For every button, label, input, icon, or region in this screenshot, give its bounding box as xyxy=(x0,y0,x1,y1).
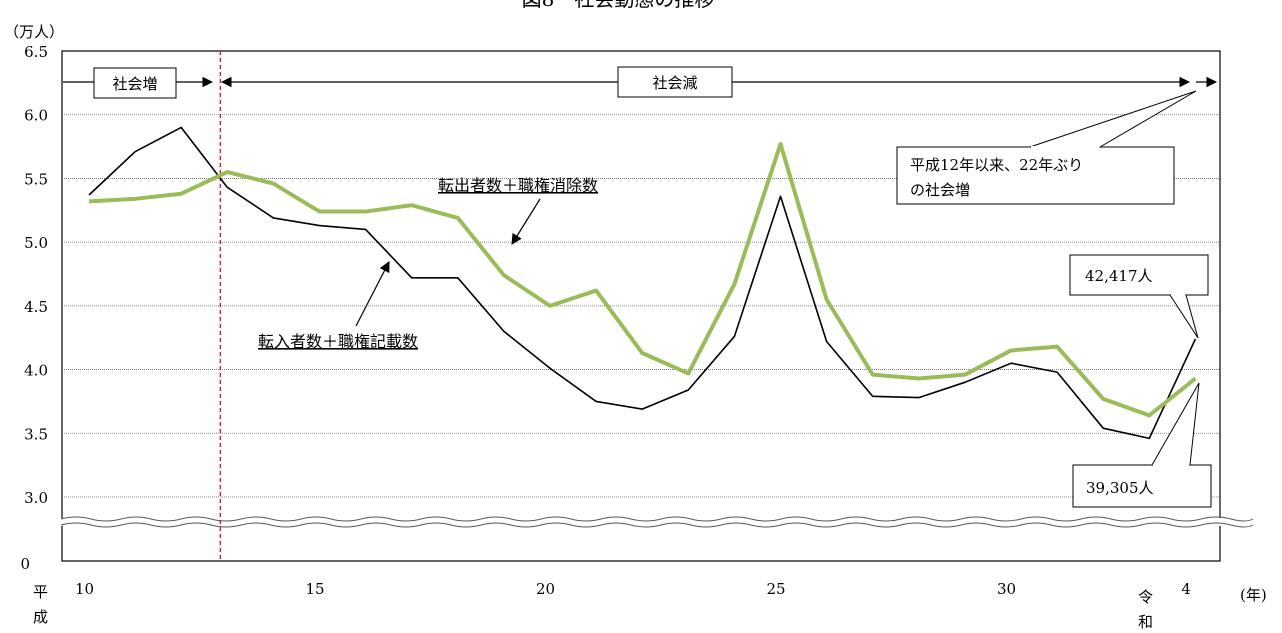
era-reiwa-label: 令 和 xyxy=(1138,588,1158,631)
axis-break xyxy=(60,516,1254,528)
social-decrease-label: 社会減 xyxy=(652,74,697,92)
y-tick-label: 4.5 xyxy=(24,298,48,316)
y-tick-zero: 0 xyxy=(20,555,30,573)
series-in-label: 転入者数＋職権記載数 xyxy=(258,332,418,351)
y-tick-label: 3.0 xyxy=(24,489,48,507)
social-decrease-arrow: 社会減 xyxy=(220,66,1218,98)
x-tick-label: 10 xyxy=(75,580,94,598)
x-tick-label: 25 xyxy=(767,580,786,598)
y-axis: 6.5 6.0 5.5 5.0 4.5 4.0 3.5 3.0 xyxy=(24,43,48,507)
x-axis-unit: (年) xyxy=(1240,586,1267,604)
note-callout: 平成12年以来、22年ぶり の社会増 xyxy=(896,90,1197,205)
era-heisei-label: 平 成 xyxy=(33,583,53,626)
series-out-line xyxy=(88,142,1197,418)
y-tick-label: 3.5 xyxy=(24,425,48,443)
x-tick-label: 30 xyxy=(997,580,1016,598)
era-reiwa-char-1: 令 xyxy=(1138,588,1153,606)
x-tick-label: 15 xyxy=(306,580,325,598)
social-increase-label: 社会増 xyxy=(112,75,157,93)
y-tick-label: 5.5 xyxy=(24,170,48,188)
x-tick-label: 4 xyxy=(1181,580,1191,598)
x-tick-label: 20 xyxy=(536,580,555,598)
y-tick-label: 6.5 xyxy=(24,43,48,61)
end-value-in-label: 42,417人 xyxy=(1085,267,1153,285)
y-tick-label: 4.0 xyxy=(24,362,48,380)
series-in-line xyxy=(88,126,1197,440)
y-axis-unit: （万人） xyxy=(4,23,64,41)
social-increase-arrow: 社会増 xyxy=(63,67,214,99)
chart-title: 図8 社会動態の推移 xyxy=(522,0,715,11)
era-reiwa-char-2: 和 xyxy=(1138,613,1153,631)
series-out-label: 転出者数＋職権消除数 xyxy=(438,176,598,195)
series-group xyxy=(88,126,1197,440)
series-out-label-group: 転出者数＋職権消除数 xyxy=(438,176,598,245)
x-axis: 10 15 20 25 30 4 xyxy=(75,580,1191,598)
era-heisei-char-1: 平 xyxy=(33,583,48,601)
note-line-1: 平成12年以来、22年ぶり xyxy=(910,156,1083,174)
end-value-out-label: 39,305人 xyxy=(1086,479,1154,497)
series-in-label-group: 転入者数＋職権記載数 xyxy=(258,261,418,351)
y-tick-label: 5.0 xyxy=(24,234,48,252)
note-line-2: の社会増 xyxy=(910,181,970,199)
end-value-in-callout: 42,417人 xyxy=(1069,254,1209,339)
y-tick-label: 6.0 xyxy=(24,107,48,125)
end-value-out-callout: 39,305人 xyxy=(1072,382,1212,508)
era-heisei-char-2: 成 xyxy=(33,608,48,626)
